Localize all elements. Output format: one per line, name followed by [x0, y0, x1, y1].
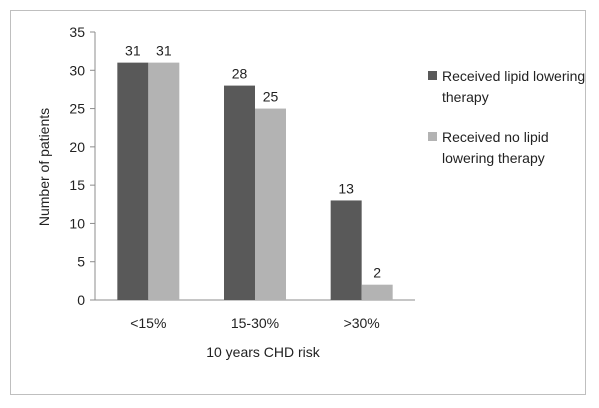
x-axis: <15% 15-30% >30%	[95, 299, 415, 331]
x-tick-label: >30%	[344, 315, 380, 331]
y-tick-label: 35	[69, 24, 85, 40]
y-tick-label: 15	[69, 177, 85, 193]
y-tick-label: 5	[77, 254, 85, 270]
data-label: 31	[125, 43, 141, 59]
data-label: 28	[232, 66, 248, 82]
legend-swatch	[428, 132, 437, 141]
legend: Received lipid lowering therapy Received n…	[428, 68, 585, 166]
data-label: 31	[156, 43, 172, 59]
bar	[224, 85, 255, 300]
x-axis-title: 10 years CHD risk	[206, 344, 321, 360]
bar	[361, 284, 393, 300]
bar	[330, 200, 362, 300]
bars	[117, 62, 393, 300]
data-label: 13	[338, 180, 354, 196]
y-axis-title: Number of patients	[36, 108, 52, 226]
data-labels: 31 31 28 25 13 2	[125, 43, 381, 281]
bar	[148, 62, 180, 300]
chart-frame	[10, 10, 586, 395]
y-axis: 0 5 10 15 20 25 30 35	[69, 24, 96, 308]
legend-label: Received no lipid lowering therapy	[442, 129, 549, 166]
legend-swatch	[428, 71, 437, 80]
y-tick-label: 0	[77, 292, 85, 308]
y-tick-label: 10	[69, 215, 85, 231]
y-tick-label: 30	[69, 62, 85, 78]
y-tick-label: 20	[69, 139, 85, 155]
data-label: 25	[263, 89, 279, 105]
legend-label: Received lipid lowering therapy	[442, 68, 585, 105]
y-tick-label: 25	[69, 101, 85, 117]
x-tick-label: 15-30%	[231, 315, 279, 331]
x-tick-label: <15%	[130, 315, 166, 331]
data-label: 2	[373, 265, 381, 281]
bar	[255, 108, 286, 300]
bar	[117, 62, 149, 300]
